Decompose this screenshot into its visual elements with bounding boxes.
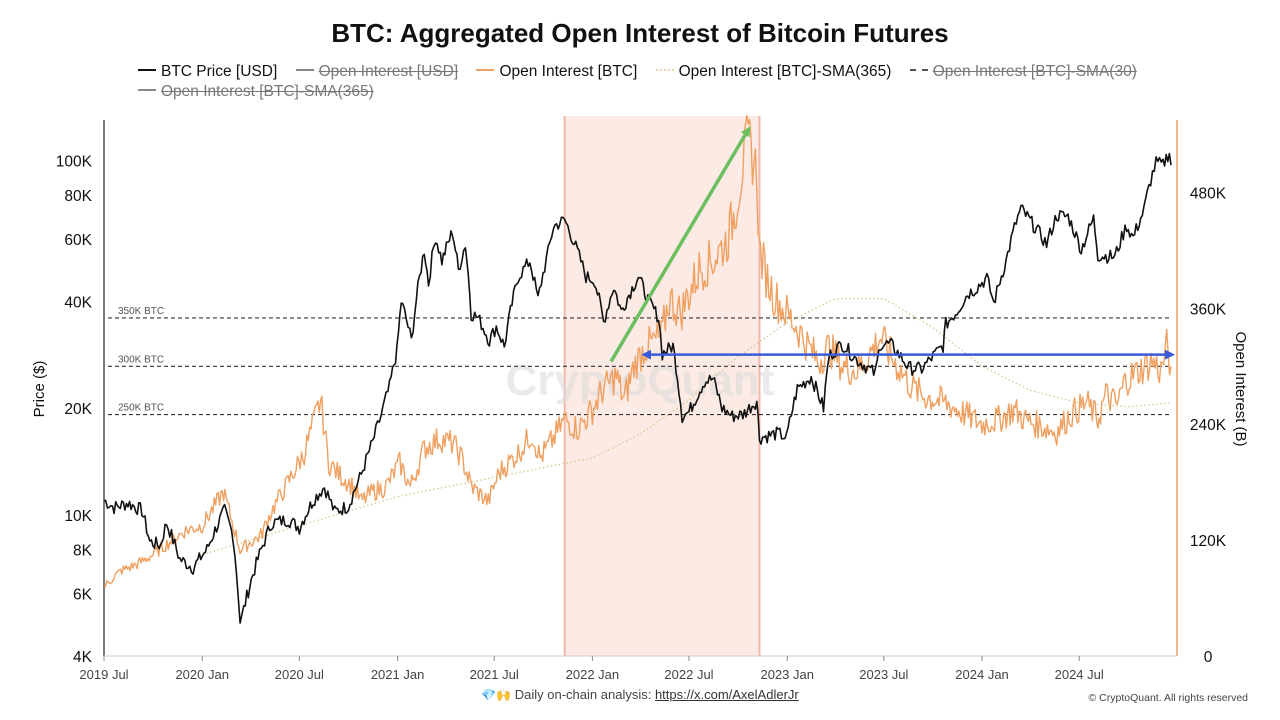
y-left-tick-label: 8K bbox=[73, 542, 93, 559]
legend-swatch bbox=[138, 88, 156, 91]
y-left-tick-label: 40K bbox=[64, 294, 92, 311]
x-tick-label: 2020 Jan bbox=[175, 667, 229, 682]
reference-lines-layer: 350K BTC 300K BTC 250K BTC bbox=[108, 306, 1171, 416]
legend-label: Open Interest [BTC]-SMA(30) bbox=[932, 63, 1137, 80]
x-tick-label: 2022 Jan bbox=[566, 667, 620, 682]
legend-item-oi-btc-sma365[interactable]: Open Interest [BTC]-SMA(365) bbox=[655, 62, 892, 82]
footer-text: Daily on-chain analysis: bbox=[514, 687, 655, 702]
legend-label: Open Interest [BTC]-SMA(365) bbox=[678, 63, 892, 80]
legend-label: Open Interest [BTC] bbox=[499, 63, 638, 80]
x-tick-label: 2021 Jul bbox=[470, 667, 519, 682]
y-right-tick-label: 360K bbox=[1190, 301, 1227, 318]
y-left-tick-label: 80K bbox=[64, 188, 92, 205]
highlight-band bbox=[564, 116, 760, 656]
reference-line-label: 350K BTC bbox=[118, 306, 164, 317]
y-left-tick-label: 6K bbox=[73, 587, 93, 604]
legend-item-oi-btc[interactable]: Open Interest [BTC] bbox=[476, 62, 637, 82]
reference-line-label: 300K BTC bbox=[118, 354, 164, 365]
y-left-tick-label: 20K bbox=[64, 401, 92, 418]
series-open-interest-btc bbox=[103, 114, 1172, 588]
y-left-tick-label: 100K bbox=[56, 153, 93, 170]
chart-title: BTC: Aggregated Open Interest of Bitcoin… bbox=[331, 18, 949, 48]
y-right-tick-label: 480K bbox=[1190, 185, 1227, 202]
x-tick-label: 2019 Jul bbox=[79, 667, 128, 682]
legend-swatch bbox=[138, 68, 156, 71]
legend-item-btc-price[interactable]: BTC Price [USD] bbox=[138, 62, 277, 82]
legend-item-oi-btc-sma365-alt[interactable]: Open Interest [BTC]-SMA(365) bbox=[138, 82, 374, 102]
x-tick-label: 2023 Jan bbox=[760, 667, 814, 682]
series-btc-price bbox=[103, 152, 1172, 624]
y-right-tick-label: 0 bbox=[1204, 649, 1213, 666]
footer: 💎🙌 Daily on-chain analysis: https://x.co… bbox=[0, 687, 1280, 702]
x-tick-label: 2024 Jan bbox=[955, 667, 1009, 682]
legend-label: BTC Price [USD] bbox=[161, 63, 278, 80]
reference-line-label: 250K BTC bbox=[118, 403, 164, 414]
y-right-tick-label: 120K bbox=[1190, 533, 1227, 550]
legend-label: Open Interest [USD] bbox=[318, 63, 459, 80]
legend-label: Open Interest [BTC]-SMA(365) bbox=[161, 83, 374, 100]
x-tick-label: 2022 Jul bbox=[664, 667, 713, 682]
x-tick-label: 2023 Jul bbox=[859, 667, 908, 682]
axes-layer: 2019 Jul 2020 Jan 2020 Jul 2021 Jan 2021 Jul… bbox=[56, 120, 1227, 682]
y-axis-left-title: Price ($) bbox=[31, 361, 48, 418]
series-layer bbox=[103, 114, 1172, 624]
legend-swatch bbox=[909, 68, 928, 71]
y-left-tick-label: 10K bbox=[64, 508, 92, 525]
legend-swatch bbox=[476, 68, 495, 71]
legend-item-oi-btc-sma30[interactable]: Open Interest [BTC]-SMA(30) bbox=[909, 62, 1137, 82]
x-tick-label: 2021 Jan bbox=[371, 667, 425, 682]
footer-link[interactable]: https://x.com/AxelAdlerJr bbox=[654, 687, 799, 702]
legend-swatch bbox=[655, 68, 674, 71]
y-right-tick-label: 240K bbox=[1190, 417, 1227, 434]
legend-swatch bbox=[295, 68, 314, 71]
y-left-tick-label: 4K bbox=[73, 649, 93, 666]
copyright: © CryptoQuant. All rights reserved bbox=[1088, 692, 1248, 704]
series-oi-sma365 bbox=[202, 298, 1172, 556]
chart-legend: BTC Price [USD] Open Interest [USD] Open… bbox=[138, 62, 1178, 102]
green-trend-arrow bbox=[609, 126, 751, 363]
x-tick-label: 2020 Jul bbox=[275, 667, 324, 682]
legend-item-oi-usd[interactable]: Open Interest [USD] bbox=[295, 62, 459, 82]
diamond-hands-icon: 💎🙌 bbox=[481, 688, 512, 702]
x-tick-label: 2024 Jul bbox=[1055, 667, 1104, 682]
annotations-layer bbox=[609, 126, 1175, 363]
y-axis-right-title: Open Interest (B) bbox=[1232, 331, 1249, 446]
y-left-tick-label: 60K bbox=[64, 232, 92, 249]
highlight-band-layer bbox=[563, 116, 761, 656]
